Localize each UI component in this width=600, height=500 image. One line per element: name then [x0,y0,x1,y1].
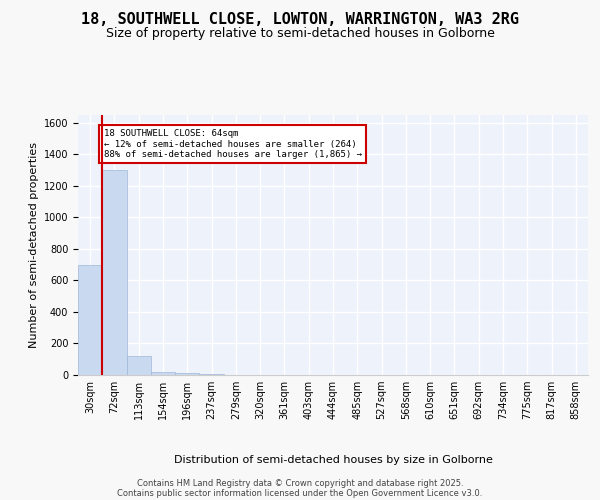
Bar [78,264,102,375]
Bar [175,372,199,375]
Text: Distribution of semi-detached houses by size in Golborne: Distribution of semi-detached houses by … [173,455,493,465]
Text: Contains public sector information licensed under the Open Government Licence v3: Contains public sector information licen… [118,489,482,498]
Bar [102,170,127,375]
Y-axis label: Number of semi-detached properties: Number of semi-detached properties [29,142,40,348]
Bar [127,356,151,375]
Text: Size of property relative to semi-detached houses in Golborne: Size of property relative to semi-detach… [106,28,494,40]
Text: 18 SOUTHWELL CLOSE: 64sqm
← 12% of semi-detached houses are smaller (264)
88% of: 18 SOUTHWELL CLOSE: 64sqm ← 12% of semi-… [104,129,361,159]
Text: 18, SOUTHWELL CLOSE, LOWTON, WARRINGTON, WA3 2RG: 18, SOUTHWELL CLOSE, LOWTON, WARRINGTON,… [81,12,519,28]
Text: Contains HM Land Registry data © Crown copyright and database right 2025.: Contains HM Land Registry data © Crown c… [137,479,463,488]
Bar [151,372,175,375]
Bar [199,374,224,375]
